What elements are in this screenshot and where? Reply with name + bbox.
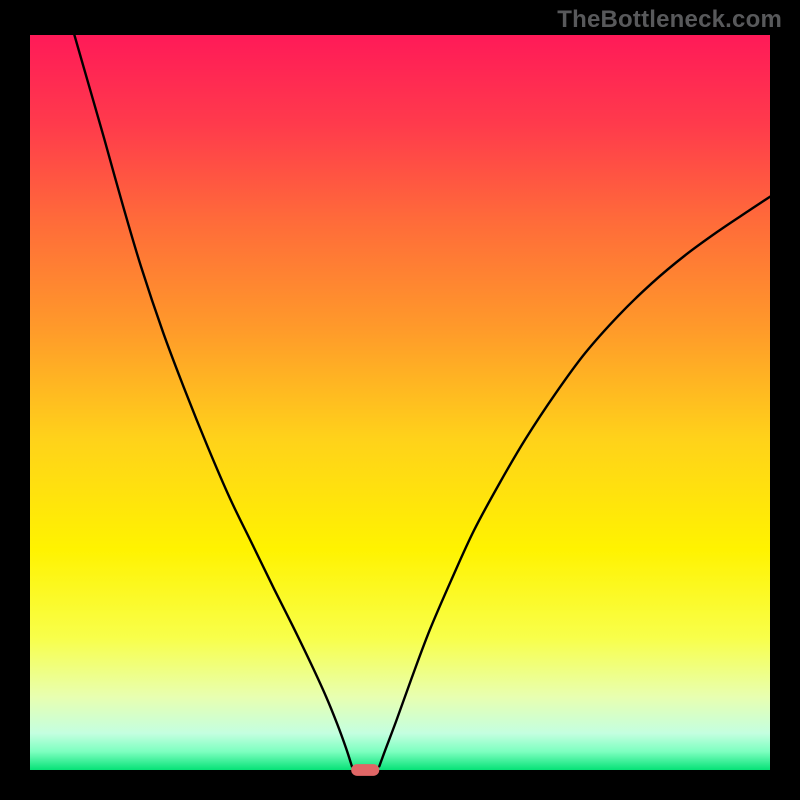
watermark-text: TheBottleneck.com <box>557 6 782 34</box>
bottleneck-chart-svg <box>0 0 800 800</box>
plot-background <box>30 35 770 770</box>
floor-marker <box>351 764 379 776</box>
chart-frame: TheBottleneck.com <box>0 0 800 800</box>
